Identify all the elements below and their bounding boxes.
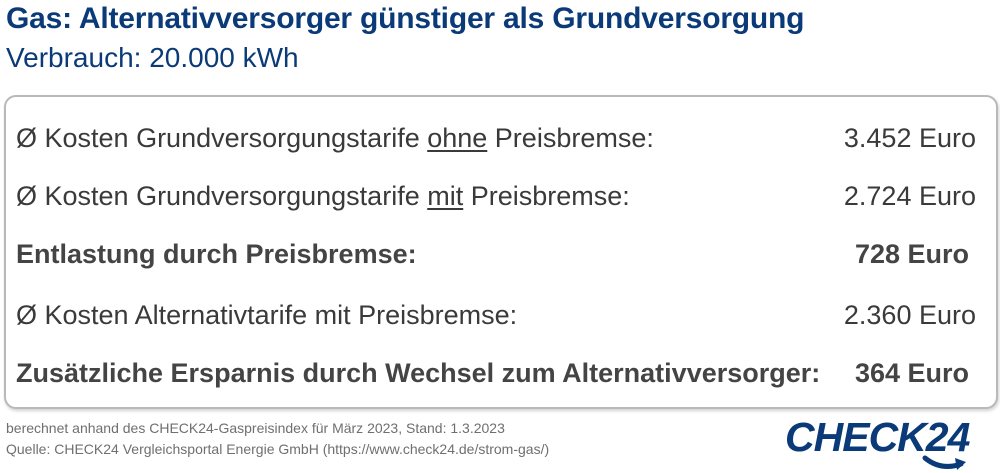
row-value: 2.724 Euro	[843, 180, 976, 211]
chart-subtitle: Verbrauch: 20.000 kWh	[6, 42, 299, 73]
check24-logo: CHECK24	[785, 414, 990, 470]
table-row: Ø Kosten Grundversorgungstarife ohne Pre…	[16, 114, 976, 162]
row-label: Zusätzliche Ersparnis durch Wechsel zum …	[16, 357, 821, 388]
row-value: 2.360 Euro	[843, 299, 976, 330]
table-row: Entlastung durch Preisbremse: 728 Euro	[16, 230, 976, 278]
logo-text: CHECK24	[785, 414, 970, 460]
row-label: Ø Kosten Grundversorgungstarife mit Prei…	[16, 180, 630, 211]
row-value: 3.452 Euro	[843, 122, 976, 153]
row-label-emphasis: mit	[427, 180, 464, 211]
row-label-emphasis: ohne	[427, 122, 488, 153]
table-row: Zusätzliche Ersparnis durch Wechsel zum …	[16, 349, 976, 397]
cost-table: Ø Kosten Grundversorgungstarife ohne Pre…	[4, 95, 998, 409]
row-label: Ø Kosten Grundversorgungstarife ohne Pre…	[16, 122, 654, 153]
table-row: Ø Kosten Alternativtarife mit Preisbrems…	[16, 291, 976, 339]
footnote: berechnet anhand des CHECK24-Gaspreisind…	[6, 420, 505, 436]
check24-swoosh-icon	[922, 455, 966, 470]
row-value: 364 Euro	[854, 357, 969, 388]
row-label: Ø Kosten Alternativtarife mit Preisbrems…	[16, 299, 518, 330]
source-note: Quelle: CHECK24 Vergleichsportal Energie…	[6, 441, 550, 457]
table-row: Ø Kosten Grundversorgungstarife mit Prei…	[16, 172, 976, 220]
row-value: 728 Euro	[854, 238, 969, 269]
chart-title: Gas: Alternativversorger günstiger als G…	[6, 2, 805, 35]
row-label: Entlastung durch Preisbremse:	[16, 238, 417, 269]
